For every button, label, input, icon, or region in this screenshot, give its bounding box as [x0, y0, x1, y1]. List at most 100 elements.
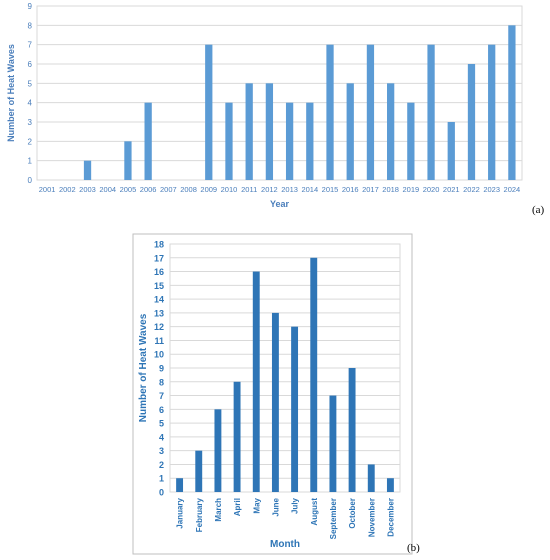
bar-2020	[427, 44, 435, 180]
y-tick-label: 8	[28, 21, 33, 30]
y-tick-label: 6	[159, 405, 164, 415]
x-tick-label: 2008	[180, 185, 197, 194]
y-tick-label: 0	[159, 488, 164, 498]
bar-2005	[124, 141, 132, 180]
x-tick-label: April	[233, 498, 242, 516]
y-tick-label: 14	[154, 295, 164, 305]
y-tick-label: 5	[28, 79, 33, 88]
x-tick-label: 2013	[281, 185, 298, 194]
y-tick-label: 9	[159, 364, 164, 374]
x-tick-label: 2024	[504, 185, 521, 194]
bar-february	[195, 450, 203, 492]
y-tick-label: 15	[154, 281, 164, 291]
x-tick-label: February	[195, 497, 204, 532]
x-tick-label: 2017	[362, 185, 379, 194]
bar-2024	[508, 25, 516, 181]
bar-2012	[265, 83, 274, 180]
y-tick-label: 17	[154, 253, 164, 263]
x-tick-label: March	[214, 498, 223, 522]
x-tick-label: December	[386, 498, 395, 537]
x-tick-label: 2005	[120, 185, 137, 194]
y-tick-label: 16	[154, 267, 164, 277]
y-axis-title: Number of Heat Waves	[6, 44, 16, 142]
y-tick-label: 0	[28, 176, 33, 185]
x-tick-label: January	[176, 497, 185, 528]
bar-march	[214, 409, 222, 492]
bar-november	[367, 464, 375, 492]
x-tick-label: 2023	[483, 185, 500, 194]
y-tick-label: 4	[28, 99, 33, 108]
y-tick-label: 4	[159, 432, 164, 442]
bar-2006	[144, 102, 152, 180]
x-tick-label: 2010	[221, 185, 238, 194]
x-axis-title: Year	[270, 199, 290, 209]
x-tick-label: 2003	[79, 185, 96, 194]
x-tick-label: 2006	[140, 185, 157, 194]
bar-2018	[387, 83, 395, 180]
x-tick-label: 2011	[241, 185, 257, 194]
bar-2019	[407, 102, 415, 180]
x-tick-label: 2022	[463, 185, 480, 194]
x-tick-label: 2004	[99, 185, 116, 194]
y-tick-label: 13	[154, 308, 164, 318]
x-tick-label: 2002	[59, 185, 76, 194]
x-tick-label: June	[271, 497, 280, 516]
x-tick-label: May	[252, 497, 261, 513]
x-tick-label: 2009	[200, 185, 217, 194]
bar-july	[291, 326, 299, 492]
x-tick-label: November	[367, 498, 376, 537]
bar-june	[271, 312, 279, 492]
bar-january	[176, 478, 184, 492]
x-tick-label: October	[348, 498, 357, 529]
x-tick-label: 2021	[443, 185, 460, 194]
panel-label-a: (a)	[532, 204, 545, 216]
x-tick-label: August	[310, 498, 319, 526]
x-tick-label: 2019	[403, 185, 420, 194]
bar-2023	[488, 44, 496, 180]
y-tick-label: 1	[159, 474, 164, 484]
y-tick-label: 2	[28, 137, 33, 146]
bar-2022	[467, 64, 476, 180]
bar-2021	[447, 122, 455, 180]
y-tick-label: 7	[159, 391, 164, 401]
y-tick-label: 2	[159, 460, 164, 470]
bar-2009	[205, 44, 213, 180]
y-tick-label: 5	[159, 419, 164, 429]
y-tick-label: 3	[159, 446, 164, 456]
x-axis-title: Month	[270, 539, 300, 550]
y-tick-label: 7	[28, 41, 33, 50]
bar-2013	[285, 102, 294, 180]
x-tick-label: 2020	[423, 185, 440, 194]
bar-2014	[306, 102, 314, 180]
y-tick-label: 8	[159, 377, 164, 387]
bar-october	[348, 368, 356, 492]
panel-label-b: (b)	[407, 542, 420, 554]
bar-2017	[366, 44, 375, 180]
y-axis-title: Number of Heat Waves	[138, 313, 149, 422]
bar-may	[252, 271, 260, 492]
bar-april	[233, 381, 241, 492]
x-tick-label: 2015	[322, 185, 339, 194]
y-tick-label: 11	[154, 336, 164, 346]
y-tick-label: 12	[154, 322, 164, 332]
x-tick-label: 2016	[342, 185, 359, 194]
bar-december	[386, 478, 394, 492]
x-tick-label: 2001	[39, 185, 56, 194]
bar-september	[329, 395, 337, 492]
bar-2016	[346, 83, 354, 180]
bar-2003	[83, 160, 92, 180]
x-tick-label: 2014	[301, 185, 318, 194]
y-tick-label: 9	[28, 2, 33, 11]
x-tick-label: 2012	[261, 185, 278, 194]
y-tick-label: 18	[154, 240, 164, 250]
y-tick-label: 10	[154, 350, 164, 360]
y-tick-label: 1	[28, 157, 33, 166]
x-tick-label: September	[329, 498, 338, 539]
bar-2011	[245, 83, 253, 180]
bar-2015	[326, 44, 334, 180]
y-tick-label: 3	[28, 118, 33, 127]
y-tick-label: 6	[28, 60, 33, 69]
x-tick-label: 2018	[382, 185, 399, 194]
